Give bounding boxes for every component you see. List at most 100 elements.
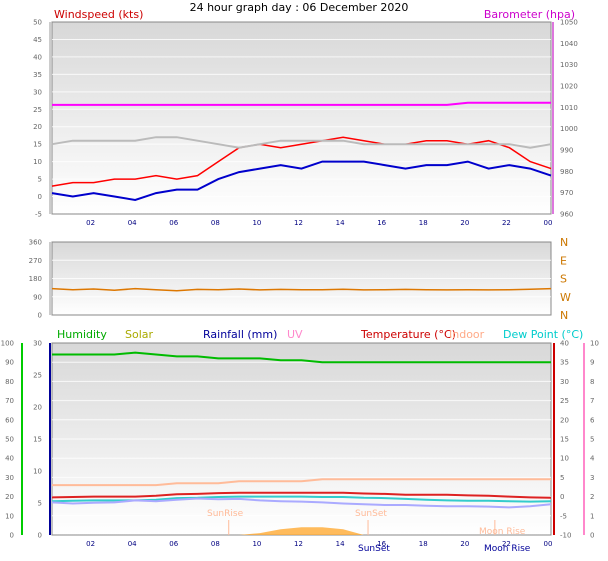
humidity-tick-label: 60 — [5, 416, 14, 424]
windspeed-label: Windspeed (kts) — [54, 8, 143, 21]
uv-tick-label: 0 — [590, 532, 594, 540]
temperature-tick-label: -5 — [560, 512, 567, 520]
windspeed-tick-label: -5 — [35, 211, 42, 219]
rainfall-tick-label: 0 — [38, 532, 42, 540]
windspeed-tick-label: 50 — [33, 19, 42, 27]
uv-tick-label: 1 — [590, 512, 594, 520]
rainfall-tick-label: 5 — [38, 500, 42, 508]
p1-x-tick-label: 16 — [377, 219, 386, 227]
windspeed-tick-label: 30 — [33, 88, 42, 96]
legend-indoor: Indoor — [449, 328, 485, 341]
solar-area — [52, 527, 551, 535]
uv-tick-label: 3 — [590, 474, 594, 482]
p1-series-1 — [52, 101, 551, 106]
humidity-tick-label: 40 — [5, 455, 14, 463]
compass-label: W — [560, 291, 571, 304]
p1-x-tick-label: 20 — [460, 219, 469, 227]
uv-tick-label: 10 — [590, 340, 599, 348]
temperature-tick-label: 30 — [560, 378, 569, 386]
temp-humidity-panel: 0102030405060708090100051015202530-10-50… — [1, 340, 599, 549]
p3-x-tick-label: 12 — [294, 540, 303, 548]
sunset-label-lower: SunSet — [358, 544, 390, 554]
legend-humidity: Humidity — [57, 328, 107, 341]
humidity-tick-label: 30 — [5, 474, 14, 482]
windspeed-tick-label: 20 — [33, 123, 42, 131]
direction-series-0 — [51, 287, 552, 292]
moonrise-label: Moon Rise — [479, 527, 526, 537]
direction-tick-label: 0 — [38, 312, 42, 320]
barometer-tick-label: 960 — [560, 211, 573, 219]
barometer-tick-label: 990 — [560, 147, 573, 155]
p1-x-tick-label: 18 — [419, 219, 428, 227]
p3-x-tick-label: 08 — [211, 540, 220, 548]
p3-series-0 — [52, 351, 551, 364]
humidity-tick-label: 90 — [5, 359, 14, 367]
wind-baro-panel: -505101520253035404550960970980990100010… — [33, 19, 578, 228]
p1-series-3 — [51, 136, 552, 149]
p3-x-tick-label: 04 — [128, 540, 137, 548]
p3-x-tick-label: 20 — [460, 540, 469, 548]
humidity-tick-label: 10 — [5, 512, 14, 520]
p1-x-tick-label: 00 — [544, 219, 553, 227]
legend-temperature: Temperature (°C) — [360, 328, 456, 341]
rainfall-tick-label: 30 — [33, 340, 42, 348]
windspeed-tick-label: 15 — [33, 141, 42, 149]
p1-x-tick-label: 22 — [502, 219, 511, 227]
barometer-tick-label: 1030 — [560, 61, 578, 69]
p1-series-2 — [51, 160, 552, 202]
sunrise-label: SunRise — [207, 509, 244, 519]
humidity-tick-label: 20 — [5, 493, 14, 501]
temperature-tick-label: 20 — [560, 416, 569, 424]
windspeed-tick-label: 40 — [33, 53, 42, 61]
p1-x-tick-label: 14 — [336, 219, 345, 227]
rainfall-tick-label: 25 — [33, 372, 42, 380]
sunset-label: SunSet — [355, 509, 387, 519]
compass-label: E — [560, 254, 567, 267]
p3-x-tick-label: 14 — [336, 540, 345, 548]
p3-x-tick-label: 22 — [502, 540, 511, 548]
windspeed-tick-label: 10 — [33, 158, 42, 166]
humidity-tick-label: 50 — [5, 436, 14, 444]
temperature-tick-label: 25 — [560, 397, 569, 405]
p3-x-tick-label: 00 — [544, 540, 553, 548]
p1-x-tick-label: 06 — [169, 219, 178, 227]
p1-x-tick-label: 12 — [294, 219, 303, 227]
direction-tick-label: 180 — [29, 275, 42, 283]
p3-x-tick-label: 18 — [419, 540, 428, 548]
rainfall-tick-label: 15 — [33, 436, 42, 444]
chart-title: 24 hour graph day : 06 December 2020 — [190, 1, 409, 14]
barometer-tick-label: 1000 — [560, 125, 578, 133]
barometer-tick-label: 1020 — [560, 83, 578, 91]
rainfall-tick-label: 20 — [33, 404, 42, 412]
rainfall-tick-label: 10 — [33, 468, 42, 476]
temperature-tick-label: 15 — [560, 436, 569, 444]
direction-tick-label: 270 — [29, 257, 42, 265]
p3-x-tick-label: 02 — [86, 540, 95, 548]
windspeed-tick-label: 25 — [33, 106, 42, 114]
temperature-tick-label: 40 — [560, 340, 569, 348]
barometer-tick-label: 1010 — [560, 104, 578, 112]
compass-label: S — [560, 273, 567, 286]
barometer-tick-label: 970 — [560, 189, 573, 197]
legend-solar: Solar — [125, 328, 154, 341]
barometer-tick-label: 1050 — [560, 19, 578, 27]
temperature-tick-label: 35 — [560, 359, 569, 367]
uv-tick-label: 4 — [590, 455, 595, 463]
uv-tick-label: 9 — [590, 359, 594, 367]
uv-tick-label: 6 — [590, 416, 595, 424]
legend-dewpoint: Dew Point (°C) — [503, 328, 583, 341]
uv-tick-label: 5 — [590, 436, 594, 444]
windspeed-tick-label: 5 — [38, 176, 42, 184]
barometer-label: Barometer (hpa) — [484, 8, 575, 21]
p3-series-1 — [52, 478, 551, 487]
p1-x-tick-label: 02 — [86, 219, 95, 227]
p1-x-tick-label: 10 — [252, 219, 261, 227]
uv-tick-label: 8 — [590, 378, 594, 386]
barometer-tick-label: 980 — [560, 168, 573, 176]
barometer-tick-label: 1040 — [560, 40, 578, 48]
windspeed-tick-label: 35 — [33, 71, 42, 79]
direction-tick-label: 360 — [29, 239, 42, 247]
windspeed-tick-label: 0 — [38, 193, 42, 201]
